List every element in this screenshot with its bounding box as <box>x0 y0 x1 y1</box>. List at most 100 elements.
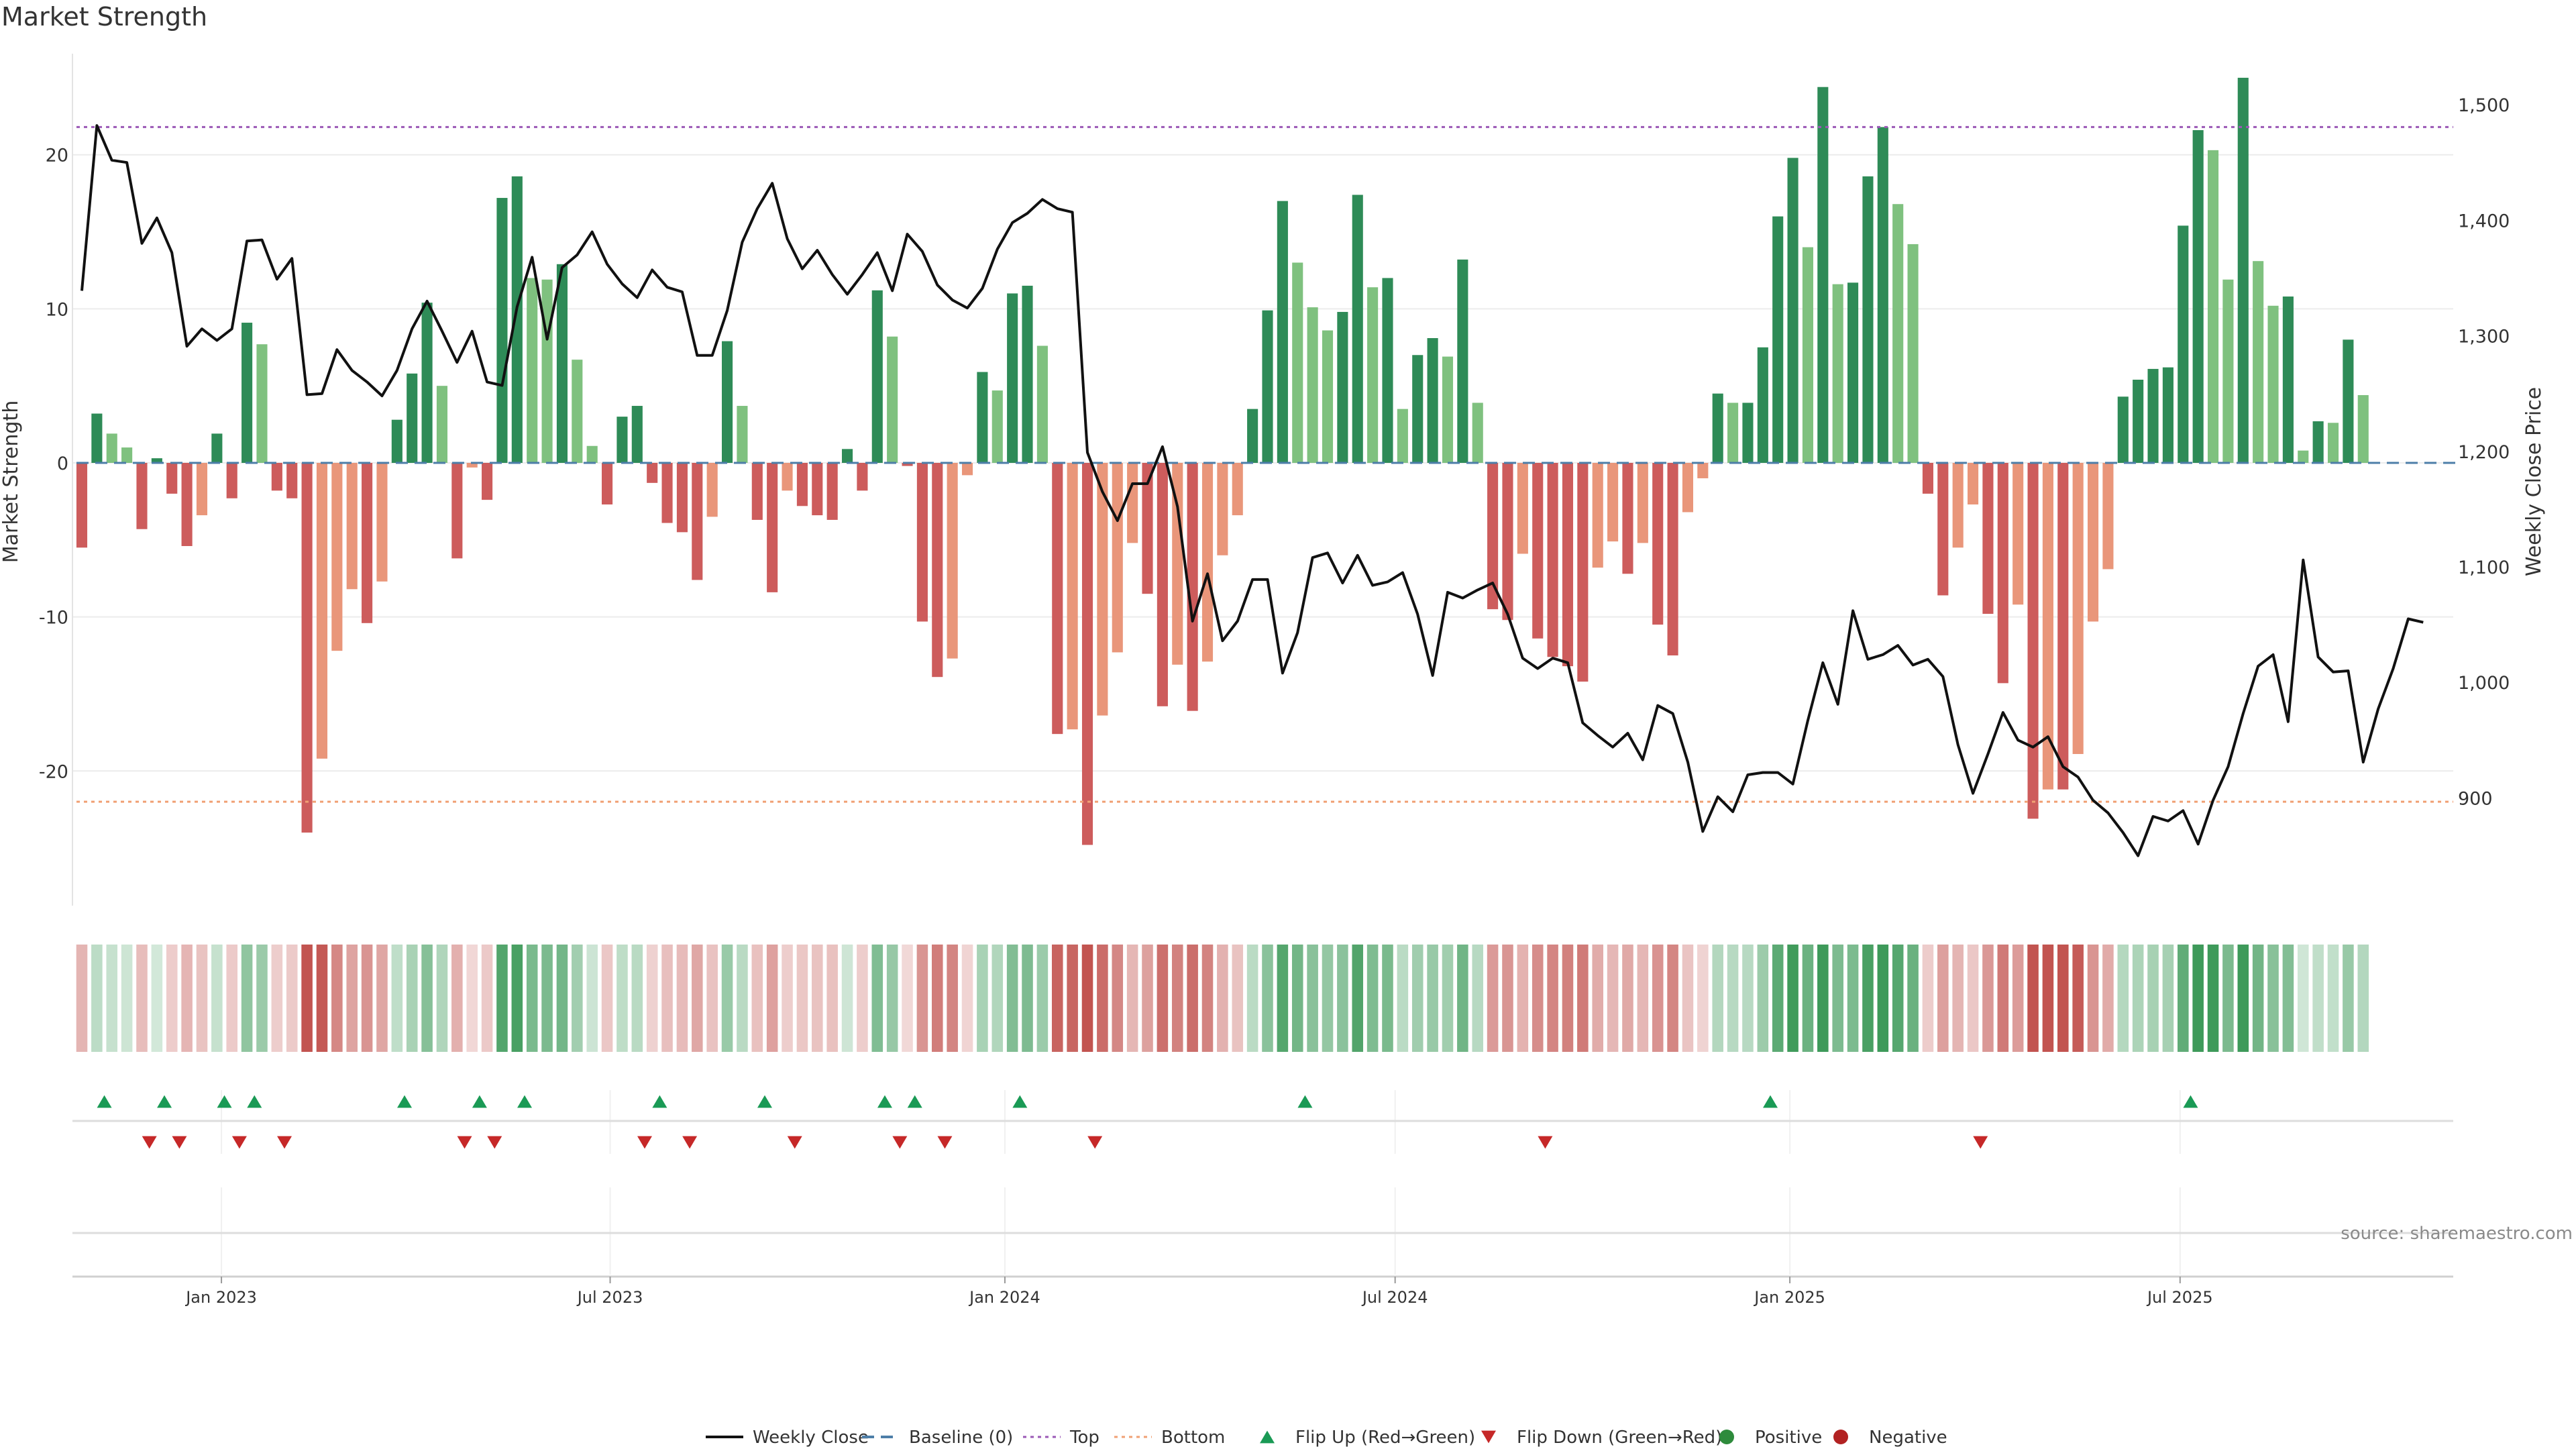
heat-cell <box>2343 945 2354 1052</box>
heat-cell <box>496 945 508 1052</box>
heat-cell <box>1832 945 1843 1052</box>
chart-title: Market Strength <box>1 2 207 32</box>
heat-cell <box>871 945 883 1052</box>
strength-bar <box>2253 261 2264 463</box>
strength-bar <box>2012 463 2024 605</box>
strength-bar <box>391 419 402 463</box>
heat-cell <box>947 945 958 1052</box>
flip-down-marker <box>277 1136 292 1149</box>
strength-bar <box>1952 463 1964 548</box>
legend-label: Weekly Close <box>753 1428 869 1448</box>
heat-cell <box>106 945 118 1052</box>
legend-label: Bottom <box>1161 1428 1225 1448</box>
strength-bar <box>782 463 793 491</box>
heat-cell <box>1036 945 1049 1052</box>
heat-cell <box>841 945 853 1052</box>
flip-up-marker <box>1297 1095 1313 1108</box>
flip-down-marker <box>457 1136 472 1149</box>
strength-bar <box>2133 380 2144 463</box>
y2-tick-label: 900 <box>2458 788 2493 809</box>
y-tick-label: 0 <box>57 453 68 474</box>
heat-cell <box>1562 945 1574 1052</box>
heat-cell <box>692 945 703 1052</box>
heat-cell <box>886 945 898 1052</box>
heat-cell <box>271 945 283 1052</box>
strength-bar <box>961 463 973 476</box>
heat-cell <box>1246 945 1258 1052</box>
heat-cell <box>826 945 838 1052</box>
strength-bar <box>1487 463 1499 610</box>
heat-cell <box>616 945 628 1052</box>
strength-bar <box>1187 463 1198 711</box>
legend-label: Positive <box>1755 1428 1822 1448</box>
strength-bar <box>1367 287 1379 463</box>
strength-bar <box>1097 463 1108 716</box>
strength-bar <box>1697 463 1709 478</box>
y-tick-label: 10 <box>46 299 68 320</box>
strength-bar <box>1547 463 1558 657</box>
strength-bar <box>1382 278 1393 463</box>
strength-bar <box>676 463 688 533</box>
heat-cell <box>211 945 223 1052</box>
legend-item: Baseline (0) <box>862 1428 1013 1448</box>
heat-cell <box>121 945 133 1052</box>
flip-up-marker <box>397 1095 413 1108</box>
strength-bar <box>1201 463 1214 662</box>
heat-cell <box>346 945 358 1052</box>
strength-bar <box>211 433 223 463</box>
heat-cell <box>1577 945 1589 1052</box>
heat-cell <box>1352 945 1364 1052</box>
strength-bar <box>541 279 553 463</box>
heat-cell <box>331 945 343 1052</box>
heat-cell <box>1757 945 1769 1052</box>
heat-cell <box>2207 945 2219 1052</box>
strength-bar <box>1067 463 1078 730</box>
strength-bar <box>1517 463 1528 554</box>
y-tick-label: -20 <box>39 761 68 782</box>
strength-bar <box>2087 463 2099 622</box>
heat-cell <box>991 945 1004 1052</box>
strength-bar <box>1112 463 1123 653</box>
strength-bar <box>1292 262 1303 463</box>
heat-cell <box>1697 945 1709 1052</box>
heat-cell <box>1157 945 1169 1052</box>
heat-cell <box>1142 945 1153 1052</box>
heat-cell <box>1262 945 1273 1052</box>
heat-cell <box>1682 945 1694 1052</box>
strength-bar <box>482 463 493 500</box>
heat-cell <box>451 945 463 1052</box>
strength-bar <box>136 463 148 529</box>
heat-cell <box>1667 945 1678 1052</box>
heat-cell <box>1922 945 1934 1052</box>
strength-bar <box>1172 463 1183 665</box>
strength-bar <box>2162 367 2174 463</box>
heat-cell <box>301 945 313 1052</box>
heat-cell <box>1862 945 1874 1052</box>
heat-cell <box>737 945 748 1052</box>
x-tick-label: Jan 2024 <box>968 1288 1040 1307</box>
heat-cell <box>1081 945 1093 1052</box>
heat-cell <box>1982 945 1994 1052</box>
heat-cell <box>676 945 688 1052</box>
heat-cell <box>1532 945 1544 1052</box>
strength-bar <box>751 463 763 520</box>
heat-cell <box>1817 945 1829 1052</box>
strength-bar <box>887 336 898 463</box>
heat-cell <box>2012 945 2024 1052</box>
heat-cell <box>796 945 808 1052</box>
strength-bar <box>1081 463 1093 845</box>
heat-cell <box>511 945 523 1052</box>
strength-bar <box>841 449 853 463</box>
heat-cell <box>646 945 658 1052</box>
heat-cell <box>1126 945 1138 1052</box>
strength-bar <box>1652 463 1664 625</box>
heat-cell <box>2027 945 2039 1052</box>
heat-cell <box>1967 945 1979 1052</box>
flip-up-marker <box>2183 1095 2198 1108</box>
heat-cell <box>1277 945 1289 1052</box>
heat-cell <box>2057 945 2069 1052</box>
strength-bar <box>2147 368 2159 463</box>
heat-cell <box>1337 945 1348 1052</box>
strength-bar <box>166 463 178 494</box>
strength-bar <box>121 447 133 463</box>
